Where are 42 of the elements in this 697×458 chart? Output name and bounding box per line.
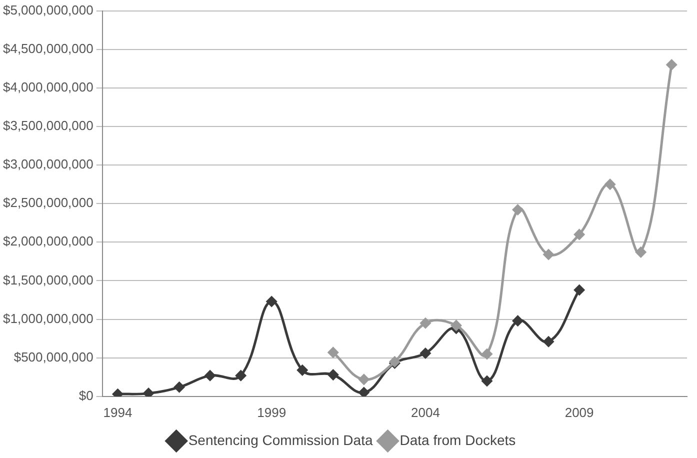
point bbox=[204, 370, 216, 381]
y-tick-label: $4,500,000,000 bbox=[2, 40, 94, 56]
x-tick-label: 1999 bbox=[257, 404, 286, 420]
point bbox=[236, 370, 246, 381]
point bbox=[358, 387, 370, 396]
point bbox=[112, 388, 123, 396]
point bbox=[266, 296, 277, 307]
y-tick-label: $1,500,000,000 bbox=[2, 272, 94, 288]
point bbox=[482, 376, 492, 386]
point bbox=[450, 320, 462, 331]
point bbox=[482, 348, 492, 360]
point bbox=[512, 204, 524, 216]
legend-label: Data from Dockets bbox=[400, 432, 516, 448]
y-tick-label: $2,500,000,000 bbox=[2, 195, 94, 210]
point bbox=[328, 370, 338, 380]
y-tick-label: $0 bbox=[78, 388, 94, 403]
y-tick-label: $500,000,000 bbox=[14, 349, 94, 364]
point bbox=[574, 229, 585, 240]
x-tick-label: 1994 bbox=[103, 404, 132, 420]
x-tick-label: 2009 bbox=[564, 404, 594, 420]
y-tick-label: $3,500,000,000 bbox=[2, 118, 94, 134]
point bbox=[666, 60, 677, 70]
point bbox=[143, 388, 154, 396]
point bbox=[420, 318, 431, 328]
point bbox=[297, 364, 308, 376]
y-tick-label: $5,000,000,000 bbox=[2, 2, 94, 18]
point bbox=[174, 382, 185, 392]
point bbox=[543, 336, 554, 347]
point bbox=[358, 374, 370, 385]
x-tick-label: 2004 bbox=[410, 404, 440, 420]
point bbox=[574, 284, 585, 296]
y-tick-label: $2,000,000,000 bbox=[2, 234, 94, 249]
y-tick-label: $1,000,000,000 bbox=[2, 310, 94, 326]
point bbox=[543, 249, 554, 260]
y-tick-label: $3,000,000,000 bbox=[2, 156, 94, 172]
y-tick-label: $4,000,000,000 bbox=[2, 80, 94, 94]
point bbox=[636, 246, 646, 258]
point bbox=[328, 347, 338, 358]
point bbox=[420, 348, 431, 358]
point bbox=[604, 179, 616, 190]
legend-label: Sentencing Commission Data bbox=[188, 432, 373, 448]
point bbox=[512, 316, 524, 326]
